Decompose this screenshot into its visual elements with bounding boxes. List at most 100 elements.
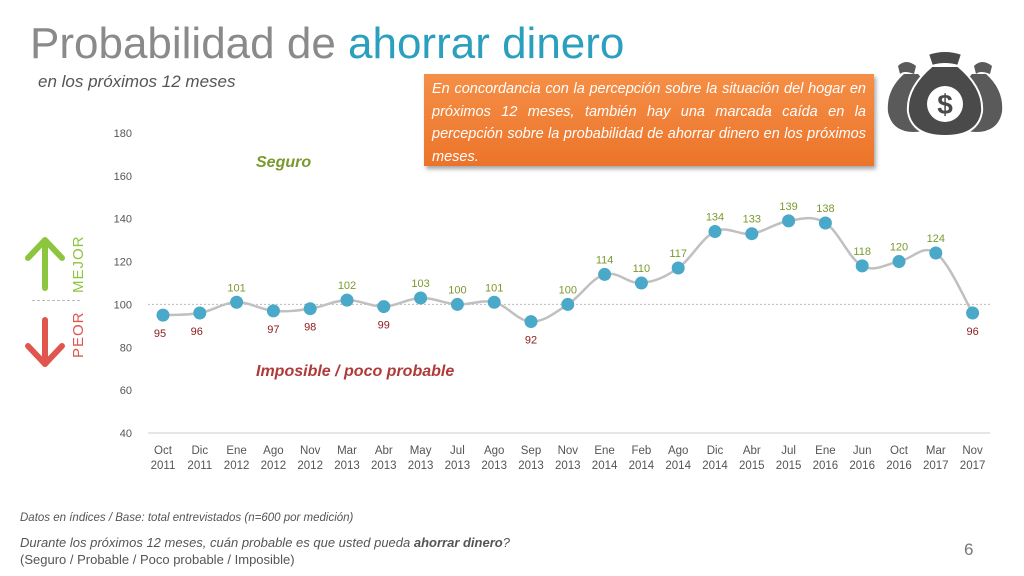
data-point [929, 246, 943, 260]
data-label: 97 [267, 324, 279, 336]
data-point [230, 295, 244, 309]
data-point [966, 306, 980, 320]
worse-label: PEOR [70, 311, 87, 358]
data-point [487, 295, 501, 309]
y-tick-label: 120 [114, 257, 132, 269]
data-label: 100 [448, 284, 466, 296]
x-tick-label-month: Mar [926, 445, 946, 457]
data-label: 117 [669, 248, 687, 260]
data-point [634, 276, 648, 290]
page-subtitle: en los próximos 12 meses [38, 72, 236, 91]
x-tick-label-year: 2017 [923, 460, 949, 472]
x-tick-label-year: 2013 [518, 460, 544, 472]
data-label: 92 [525, 335, 537, 347]
data-point [892, 255, 906, 269]
title-highlight: ahorrar dinero [348, 19, 625, 68]
x-tick-label-year: 2014 [665, 460, 691, 472]
arrow-up-icon [25, 237, 65, 291]
x-tick-label-year: 2013 [445, 460, 471, 472]
x-tick-label-month: Ago [484, 445, 504, 457]
x-tick-label-month: Jul [781, 445, 796, 457]
x-tick-label-year: 2012 [224, 460, 250, 472]
data-label: 120 [890, 242, 908, 254]
page-title: Probabilidad de ahorrar dinero [30, 18, 624, 70]
arrow-down-icon [25, 317, 65, 367]
title-prefix: Probabilidad de [30, 19, 349, 68]
zone-label-lower: Imposible / poco probable [256, 363, 454, 380]
x-tick-label-month: Abr [375, 445, 393, 457]
x-tick-label-month: Sep [521, 445, 541, 457]
x-tick-label-month: Ene [815, 445, 835, 457]
x-tick-label-month: May [410, 445, 432, 457]
data-point [303, 302, 317, 316]
x-tick-label-month: Jun [853, 445, 872, 457]
data-point [193, 306, 207, 320]
x-tick-label-year: 2013 [555, 460, 581, 472]
y-tick-label: 60 [120, 385, 132, 397]
question-bold: ahorrar dinero [413, 535, 503, 550]
x-tick-label-year: 2017 [960, 460, 986, 472]
survey-question: Durante los próximos 12 meses, cuán prob… [20, 534, 510, 568]
data-label: 98 [304, 322, 316, 334]
data-point [561, 297, 575, 311]
data-point [266, 304, 280, 318]
data-label: 133 [743, 214, 761, 226]
data-label: 95 [154, 328, 166, 340]
x-tick-label-month: Ago [263, 445, 283, 457]
data-label: 138 [816, 203, 834, 215]
zone-label-upper: Seguro [256, 154, 311, 171]
x-tick-label-year: 2016 [886, 460, 912, 472]
x-tick-label-month: Dic [191, 445, 208, 457]
data-point [414, 291, 428, 305]
data-label: 96 [191, 326, 203, 338]
question-options: (Seguro / Probable / Poco probable / Imp… [20, 552, 295, 567]
data-point [450, 297, 464, 311]
data-label: 103 [411, 278, 429, 290]
data-label: 139 [779, 201, 797, 213]
x-tick-label-year: 2011 [151, 460, 176, 472]
x-tick-label-year: 2012 [297, 460, 323, 472]
series-line [162, 216, 974, 323]
data-point [598, 267, 612, 281]
page-number: 6 [964, 540, 974, 559]
data-label: 124 [927, 233, 945, 245]
x-tick-label-year: 2013 [481, 460, 507, 472]
x-tick-label-year: 2014 [629, 460, 655, 472]
data-label: 118 [853, 246, 871, 258]
better-label: MEJOR [70, 235, 87, 294]
y-tick-label: 140 [114, 214, 132, 226]
data-point [377, 300, 391, 314]
data-point [745, 227, 759, 241]
data-point [782, 214, 796, 228]
x-tick-label-year: 2015 [776, 460, 802, 472]
data-label: 101 [485, 282, 503, 294]
better-worse-divider [32, 300, 80, 301]
money-bag-icon: $ [887, 50, 1003, 138]
data-point [671, 261, 685, 275]
x-tick-label-month: Nov [300, 445, 321, 457]
x-tick-label-year: 2014 [592, 460, 618, 472]
data-label: 102 [338, 280, 356, 292]
y-tick-label: 180 [114, 128, 132, 140]
y-tick-label: 80 [120, 342, 132, 354]
x-tick-label-month: Oct [154, 445, 173, 457]
data-label: 101 [227, 282, 245, 294]
data-point [524, 315, 538, 329]
svg-text:$: $ [937, 89, 953, 120]
data-point [855, 259, 869, 273]
x-tick-label-month: Nov [962, 445, 983, 457]
data-label: 99 [378, 320, 390, 332]
x-tick-label-year: 2015 [739, 460, 765, 472]
x-tick-label-month: Mar [337, 445, 357, 457]
data-point [340, 293, 354, 307]
data-point [818, 216, 832, 230]
x-tick-label-month: Ago [668, 445, 688, 457]
x-tick-label-month: Feb [631, 445, 651, 457]
x-tick-label-month: Ene [226, 445, 246, 457]
data-label: 114 [596, 254, 614, 266]
x-tick-label-year: 2016 [849, 460, 875, 472]
data-label: 110 [633, 263, 651, 275]
data-label: 96 [966, 326, 978, 338]
data-point [708, 225, 722, 239]
question-prefix: Durante los próximos 12 meses, cuán prob… [20, 535, 414, 550]
